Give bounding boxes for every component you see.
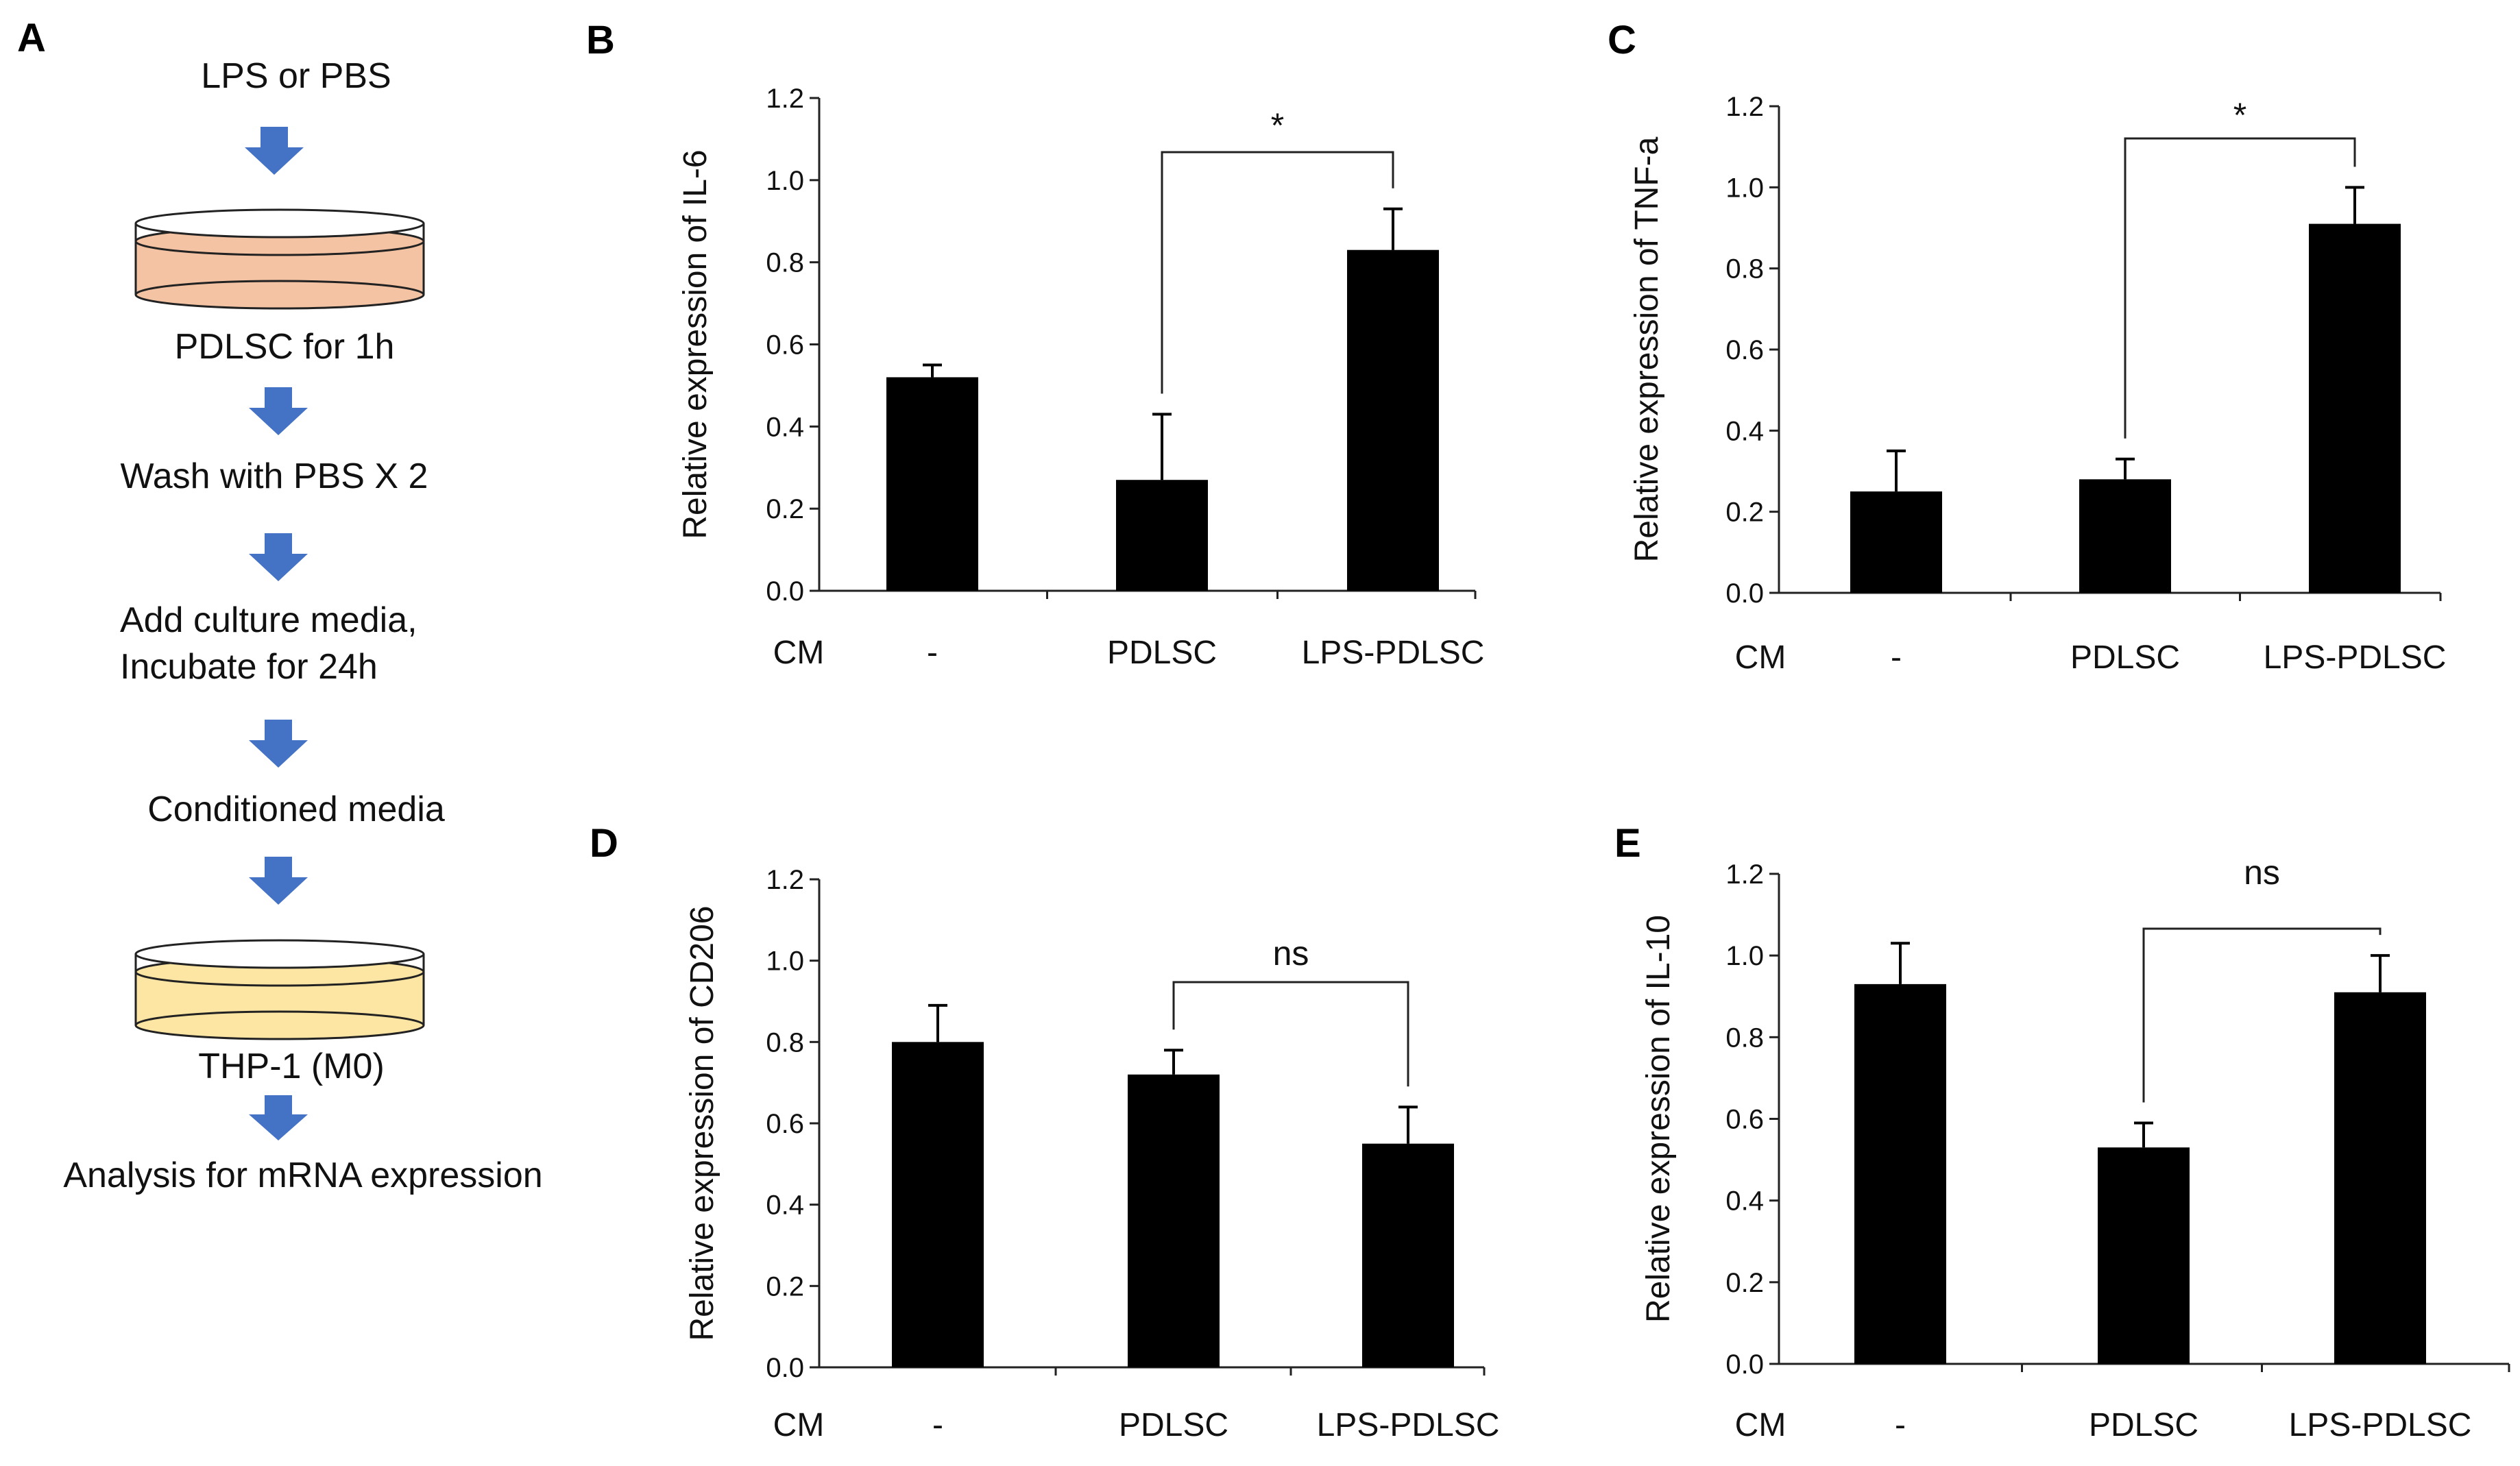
y-tick-label: 0.4	[766, 1190, 804, 1221]
down-arrow-icon	[249, 533, 308, 581]
step-conditioned-media: Conditioned media	[147, 790, 445, 829]
y-tick-label: 0.6	[766, 330, 804, 361]
y-tick-label: 0.6	[1725, 1105, 1764, 1135]
chart-panel-e: E 0.0 0.2 0.4 0.6 0.8 1.0 1.2 Relative expressio…	[1614, 821, 2510, 1443]
y-tick-label: 1.0	[1725, 173, 1764, 203]
category-label: -	[1895, 1407, 1906, 1443]
step-thp1: THP-1 (M0)	[198, 1047, 385, 1086]
y-axis-title: Relative expression of IL-10	[1640, 915, 1677, 1323]
y-tick-label: 0.8	[766, 248, 804, 278]
row-label: CM	[773, 1407, 825, 1443]
chart-panel-b: B 0.0 0.2 0.4 0.6 0.8 1.0 1.2 Relative expressio…	[586, 18, 1484, 671]
y-tick-label: 1.0	[766, 166, 804, 196]
y-tick-label: 0.2	[766, 494, 804, 524]
category-label: -	[1891, 639, 1902, 676]
y-tick-label: 0.2	[766, 1271, 804, 1302]
category-label: LPS-PDLSC	[1302, 635, 1485, 671]
y-tick-label: 0.6	[1725, 335, 1764, 365]
bar	[1854, 984, 1946, 1364]
y-tick-label: 0.4	[766, 412, 804, 442]
y-tick-label: 0.6	[766, 1109, 804, 1139]
culture-dish-icon	[134, 208, 425, 310]
step-add-media-line2: Incubate for 24h	[120, 647, 378, 687]
y-tick-label: 1.0	[766, 946, 804, 977]
y-tick-label: 0.8	[1725, 1023, 1764, 1053]
significance-bracket	[2124, 137, 2356, 439]
y-tick-label: 0.2	[1725, 498, 1764, 528]
category-label: PDLSC	[2070, 639, 2180, 676]
step-wash: Wash with PBS X 2	[121, 456, 428, 496]
y-tick-label: 0.2	[1725, 1268, 1764, 1298]
bar	[2334, 992, 2426, 1364]
y-tick-label: 1.2	[766, 865, 804, 895]
y-axis-title: Relative expression of TNF-a	[1629, 136, 1665, 562]
bar	[1850, 491, 1942, 593]
chart-panel-d: D 0.0 0.2 0.4 0.6 0.8 1.0 1.2 Relative expressio…	[590, 821, 1499, 1443]
y-tick-label: 0.0	[1725, 578, 1764, 609]
panel-a-letter: A	[17, 16, 46, 60]
y-axis-title: Relative expression of CD206	[684, 906, 720, 1341]
panel-letter: D	[590, 821, 618, 866]
bar	[1116, 480, 1208, 591]
significance-bracket	[1161, 151, 1394, 394]
step-add-media-line1: Add culture media,	[120, 600, 417, 640]
down-arrow-icon	[245, 127, 304, 175]
significance-label: *	[1271, 106, 1284, 145]
category-label: -	[932, 1407, 943, 1443]
category-label: LPS-PDLSC	[2289, 1407, 2472, 1443]
bar	[1347, 249, 1439, 591]
row-label: CM	[1735, 639, 1786, 676]
bar	[2079, 479, 2171, 593]
significance-bracket	[1172, 981, 1409, 1087]
row-label: CM	[773, 635, 825, 671]
bar	[886, 377, 978, 591]
down-arrow-icon	[249, 387, 308, 435]
significance-label: *	[2233, 96, 2246, 134]
panel-letter: E	[1614, 821, 1641, 866]
row-label: CM	[1735, 1407, 1786, 1443]
bar	[2098, 1147, 2190, 1364]
category-label: PDLSC	[1107, 635, 1217, 671]
y-tick-label: 0.0	[766, 576, 804, 607]
y-tick-label: 1.0	[1725, 941, 1764, 971]
y-axis-title: Relative expression of IL-6	[677, 149, 714, 539]
category-label: LPS-PDLSC	[1317, 1407, 1500, 1443]
culture-dish-icon	[134, 939, 425, 1040]
down-arrow-icon	[249, 1095, 308, 1140]
y-tick-label: 0.4	[1725, 416, 1764, 446]
y-tick-label: 0.0	[766, 1353, 804, 1383]
bar	[1128, 1074, 1220, 1367]
bar	[2309, 223, 2401, 593]
panel-letter: B	[586, 18, 615, 62]
significance-label: ns	[2244, 853, 2280, 892]
step-lps-or-pbs: LPS or PBS	[201, 56, 391, 96]
bar	[1362, 1143, 1454, 1367]
y-tick-label: 1.2	[766, 84, 804, 114]
y-tick-label: 0.4	[1725, 1186, 1764, 1217]
panel-a-workflow: A LPS or PBS PDLSC for 1h Wash with PBS …	[17, 16, 543, 1195]
step-analysis: Analysis for mRNA expression	[63, 1156, 542, 1195]
y-tick-label: 0.8	[766, 1027, 804, 1058]
category-label: LPS-PDLSC	[2264, 639, 2447, 676]
bar	[892, 1042, 984, 1367]
chart-panel-c: C 0.0 0.2 0.4 0.6 0.8 1.0 1.2 Relative expressio…	[1608, 18, 2446, 676]
y-tick-label: 1.2	[1725, 859, 1764, 890]
category-label: PDLSC	[1119, 1407, 1228, 1443]
category-label: PDLSC	[2089, 1407, 2198, 1443]
significance-label: ns	[1273, 934, 1309, 973]
y-tick-label: 0.8	[1725, 254, 1764, 284]
down-arrow-icon	[249, 857, 308, 905]
y-tick-label: 1.2	[1725, 92, 1764, 122]
panel-letter: C	[1608, 18, 1636, 62]
category-label: -	[927, 635, 938, 671]
significance-bracket	[2142, 927, 2382, 1103]
step-pdlsc-1h: PDLSC for 1h	[175, 327, 395, 367]
down-arrow-icon	[249, 720, 308, 768]
y-tick-label: 0.0	[1725, 1349, 1764, 1380]
